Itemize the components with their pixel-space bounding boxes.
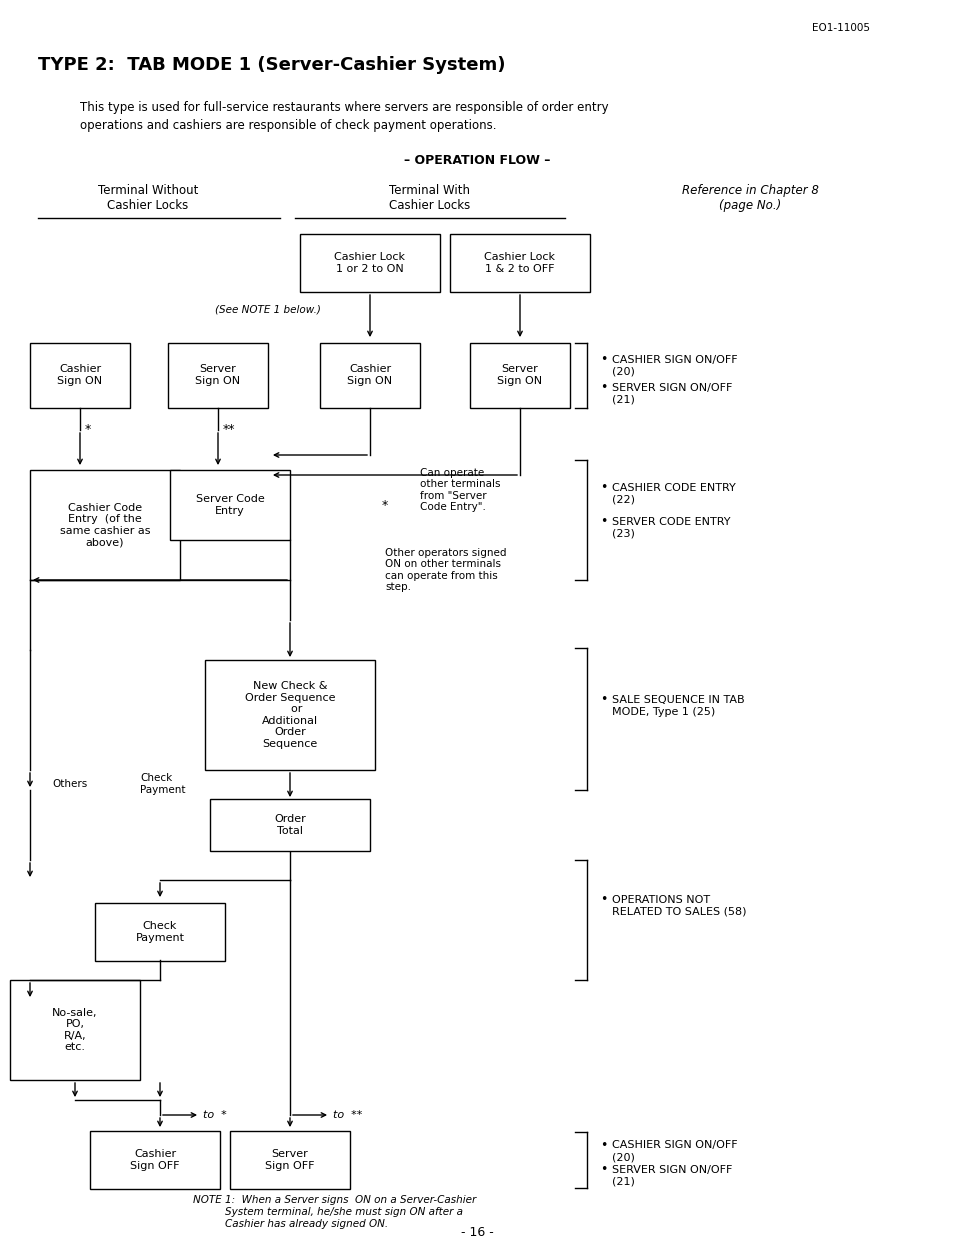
Bar — [30, 470, 180, 580]
Text: CASHIER CODE ENTRY: CASHIER CODE ENTRY — [612, 483, 735, 493]
Text: •: • — [599, 694, 607, 706]
Bar — [10, 980, 140, 1080]
Text: MODE, Type 1 (25): MODE, Type 1 (25) — [612, 707, 715, 717]
Text: Others: Others — [52, 779, 87, 789]
Bar — [90, 1131, 220, 1189]
Text: Server
Sign ON: Server Sign ON — [195, 364, 240, 385]
Text: SERVER SIGN ON/OFF: SERVER SIGN ON/OFF — [612, 383, 732, 393]
Text: Check
Payment: Check Payment — [140, 773, 185, 794]
Bar — [230, 1131, 350, 1189]
Text: Cashier Code
Entry  (of the
same cashier as
above): Cashier Code Entry (of the same cashier … — [60, 503, 150, 548]
Bar — [30, 342, 130, 408]
Text: Order
Total: Order Total — [274, 814, 306, 836]
Bar — [470, 342, 569, 408]
Text: SALE SEQUENCE IN TAB: SALE SEQUENCE IN TAB — [612, 695, 744, 705]
Text: operations and cashiers are responsible of check payment operations.: operations and cashiers are responsible … — [80, 119, 496, 133]
Text: No-sale,
PO,
R/A,
etc.: No-sale, PO, R/A, etc. — [52, 1007, 97, 1052]
Text: (20): (20) — [612, 1152, 634, 1162]
Bar — [450, 234, 589, 292]
Text: Terminal Without
Cashier Locks: Terminal Without Cashier Locks — [98, 185, 198, 212]
Bar — [95, 903, 225, 961]
Text: OPERATIONS NOT: OPERATIONS NOT — [612, 895, 709, 904]
Text: Server Code
Entry: Server Code Entry — [195, 494, 264, 515]
Text: CASHIER SIGN ON/OFF: CASHIER SIGN ON/OFF — [612, 1140, 737, 1150]
Text: Can operate
other terminals
from "Server
Code Entry".: Can operate other terminals from "Server… — [419, 467, 500, 513]
Text: to  *: to * — [203, 1110, 227, 1120]
Bar — [319, 342, 419, 408]
Bar — [170, 470, 290, 540]
Text: •: • — [599, 893, 607, 907]
Bar — [210, 799, 370, 851]
Text: Server
Sign ON: Server Sign ON — [497, 364, 542, 385]
Text: (22): (22) — [612, 496, 635, 506]
Text: (20): (20) — [612, 367, 634, 377]
Text: Cashier has already signed ON.: Cashier has already signed ON. — [225, 1219, 388, 1229]
Text: SERVER CODE ENTRY: SERVER CODE ENTRY — [612, 517, 730, 527]
Text: (21): (21) — [612, 395, 634, 405]
Text: This type is used for full-service restaurants where servers are responsible of : This type is used for full-service resta… — [80, 102, 608, 114]
Text: Terminal With
Cashier Locks: Terminal With Cashier Locks — [389, 185, 470, 212]
Text: •: • — [599, 382, 607, 394]
Text: •: • — [599, 353, 607, 367]
Text: RELATED TO SALES (58): RELATED TO SALES (58) — [612, 907, 745, 917]
Text: NOTE 1:  When a Server signs  ON on a Server-Cashier: NOTE 1: When a Server signs ON on a Serv… — [193, 1194, 476, 1206]
Text: Reference in Chapter 8
(page No.): Reference in Chapter 8 (page No.) — [680, 185, 818, 212]
Text: SERVER SIGN ON/OFF: SERVER SIGN ON/OFF — [612, 1165, 732, 1175]
Bar — [168, 342, 268, 408]
Text: Cashier Lock
1 & 2 to OFF: Cashier Lock 1 & 2 to OFF — [484, 253, 555, 274]
Bar — [299, 234, 439, 292]
Text: EO1-11005: EO1-11005 — [811, 24, 869, 33]
Text: – OPERATION FLOW –: – OPERATION FLOW – — [403, 154, 550, 166]
Text: TYPE 2:  TAB MODE 1 (Server-Cashier System): TYPE 2: TAB MODE 1 (Server-Cashier Syste… — [38, 56, 505, 74]
Text: Cashier
Sign ON: Cashier Sign ON — [57, 364, 103, 385]
Text: to  **: to ** — [333, 1110, 362, 1120]
Bar — [205, 660, 375, 769]
Text: New Check &
Order Sequence
    or
Additional
Order
Sequence: New Check & Order Sequence or Additional… — [245, 681, 335, 750]
Text: *: * — [85, 424, 91, 436]
Text: *: * — [381, 498, 388, 512]
Text: Check
Payment: Check Payment — [135, 922, 184, 943]
Text: (See NOTE 1 below.): (See NOTE 1 below.) — [214, 305, 320, 315]
Text: •: • — [599, 1139, 607, 1151]
Text: Cashier
Sign OFF: Cashier Sign OFF — [131, 1150, 179, 1171]
Text: System terminal, he/she must sign ON after a: System terminal, he/she must sign ON aft… — [225, 1207, 462, 1217]
Text: •: • — [599, 515, 607, 529]
Text: •: • — [599, 482, 607, 494]
Text: Cashier Lock
1 or 2 to ON: Cashier Lock 1 or 2 to ON — [335, 253, 405, 274]
Text: CASHIER SIGN ON/OFF: CASHIER SIGN ON/OFF — [612, 356, 737, 366]
Text: Server
Sign OFF: Server Sign OFF — [265, 1150, 314, 1171]
Text: Other operators signed
ON on other terminals
can operate from this
step.: Other operators signed ON on other termi… — [385, 548, 506, 592]
Text: •: • — [599, 1163, 607, 1177]
Text: **: ** — [223, 424, 235, 436]
Text: Cashier
Sign ON: Cashier Sign ON — [347, 364, 392, 385]
Text: (23): (23) — [612, 529, 634, 539]
Text: (21): (21) — [612, 1177, 634, 1187]
Text: - 16 -: - 16 - — [460, 1225, 493, 1239]
